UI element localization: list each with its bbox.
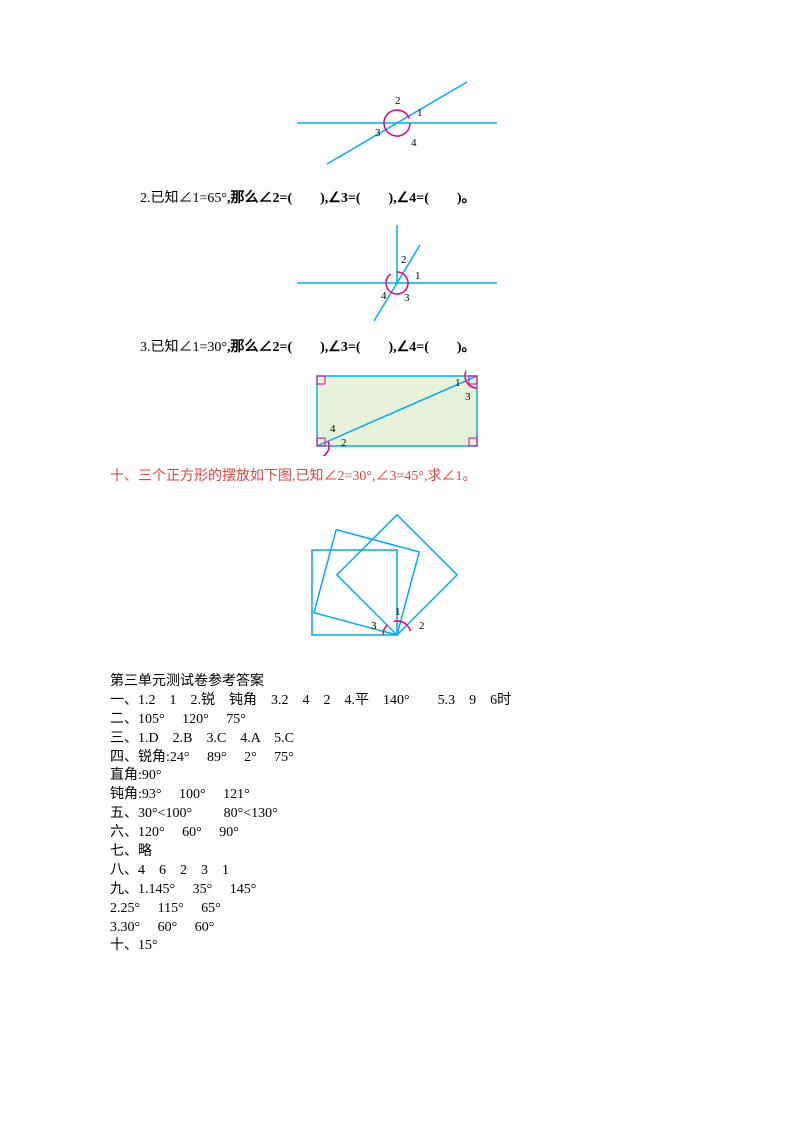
svg-text:1: 1 xyxy=(415,270,421,282)
q2-part2: ,那么∠2=( xyxy=(227,191,292,206)
q10-text: 十、三个正方形的摆放如下图,已知∠2=30°,∠3=45°,求∠1。 xyxy=(110,469,477,484)
svg-text:4: 4 xyxy=(381,290,387,302)
answer-line: 直角:90° xyxy=(110,767,684,786)
answer-line: 三、1.D 2.B 3.C 4.A 5.C xyxy=(110,730,684,749)
diagram-angles-1: 1 2 3 4 xyxy=(277,68,517,178)
svg-text:3: 3 xyxy=(371,620,377,632)
svg-text:4: 4 xyxy=(411,137,417,149)
answer-line: 四、锐角:24° 89° 2° 75° xyxy=(110,749,684,768)
answer-line: 八、4 6 2 3 1 xyxy=(110,862,684,881)
answer-line: 一、1.2 1 2.锐 钝角 3.2 4 2 4.平 140° 5.3 9 6时 xyxy=(110,692,684,711)
svg-text:2: 2 xyxy=(341,437,347,449)
svg-text:2: 2 xyxy=(419,620,425,632)
svg-text:3: 3 xyxy=(404,292,410,304)
answer-line: 钝角:93° 100° 121° xyxy=(110,786,684,805)
svg-text:3: 3 xyxy=(465,391,471,403)
answer-line: 五、30°<100° 80°<130° xyxy=(110,805,684,824)
diagram-rectangle: 13 42 xyxy=(307,366,487,456)
q2-part4: ),∠4=( xyxy=(389,191,429,206)
answer-line: 九、1.145° 35° 145° xyxy=(110,881,684,900)
answer-line: 七、略 xyxy=(110,843,684,862)
question-2: 2.已知∠1=65°,那么∠2=( ),∠3=( ),∠4=( )。 xyxy=(140,188,654,209)
q2-part3: ),∠3=( xyxy=(320,191,360,206)
q3-part5: )。 xyxy=(457,340,476,355)
svg-text:1: 1 xyxy=(455,377,461,389)
diagram-three-squares: 1 2 3 xyxy=(267,495,527,655)
q3-part1: 3.已知∠1=30° xyxy=(140,340,227,355)
question-10-header: 十、三个正方形的摆放如下图,已知∠2=30°,∠3=45°,求∠1。 xyxy=(110,466,684,487)
svg-text:2: 2 xyxy=(395,95,401,107)
svg-text:3: 3 xyxy=(375,127,381,139)
q3-part3: ),∠3=( xyxy=(320,340,360,355)
answer-line: 六、120° 60° 90° xyxy=(110,824,684,843)
answer-line: 二、105° 120° 75° xyxy=(110,711,684,730)
diagram-angles-2: 12 3 4 xyxy=(277,217,517,327)
svg-text:4: 4 xyxy=(330,423,336,435)
svg-text:1: 1 xyxy=(395,606,401,618)
q2-part5: )。 xyxy=(457,191,476,206)
answer-line: 2.25° 115° 65° xyxy=(110,900,684,919)
answer-key-title: 第三单元测试卷参考答案 xyxy=(110,673,684,692)
svg-text:1: 1 xyxy=(417,107,423,119)
q3-part4: ),∠4=( xyxy=(389,340,429,355)
q2-part1: 2.已知∠1=65° xyxy=(140,191,227,206)
answer-key: 第三单元测试卷参考答案 一、1.2 1 2.锐 钝角 3.2 4 2 4.平 1… xyxy=(110,673,684,956)
question-3: 3.已知∠1=30°,那么∠2=( ),∠3=( ),∠4=( )。 xyxy=(140,337,654,358)
answer-line: 3.30° 60° 60° xyxy=(110,919,684,938)
answer-line: 十、15° xyxy=(110,937,684,956)
q3-part2: ,那么∠2=( xyxy=(227,340,292,355)
svg-text:2: 2 xyxy=(401,254,407,266)
